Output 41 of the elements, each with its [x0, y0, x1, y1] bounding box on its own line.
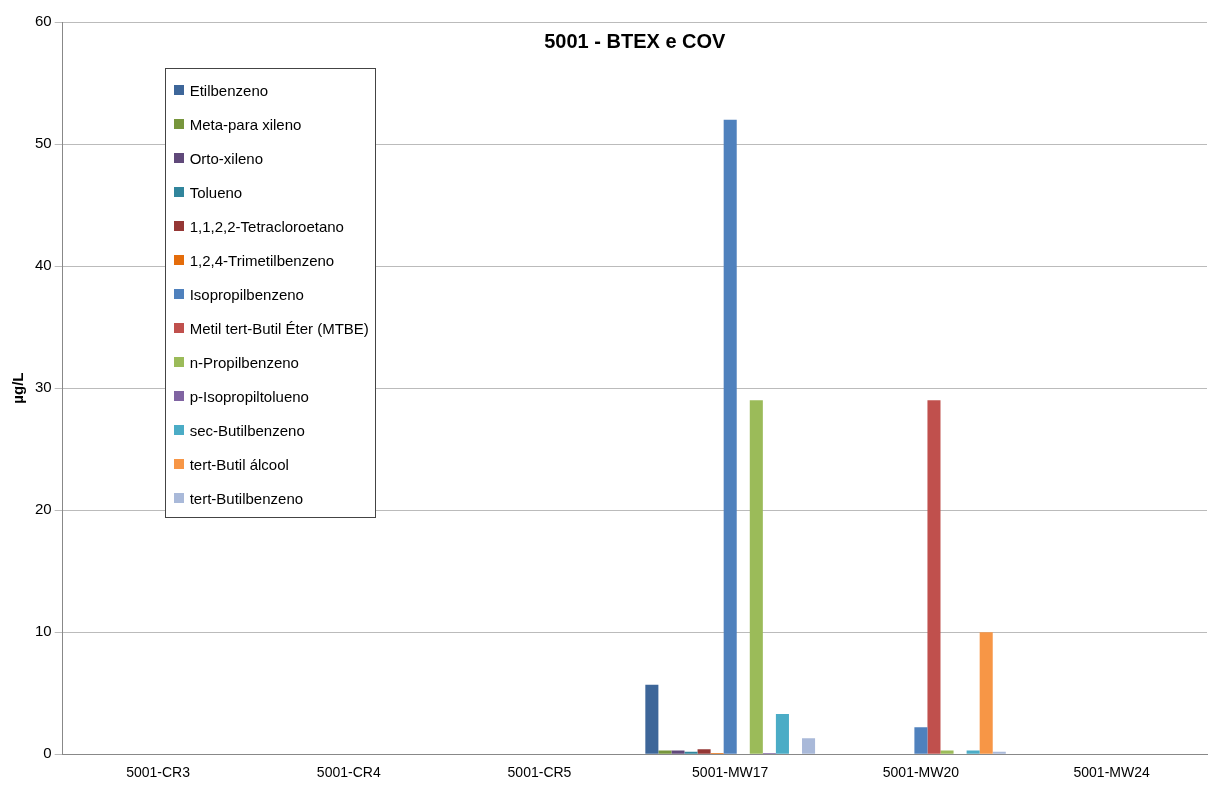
legend-label: Tolueno: [189, 183, 243, 201]
x-tick-label: 5001-CR3: [126, 764, 191, 781]
legend-label: Metil tert-Butil Éter (MTBE): [189, 319, 369, 337]
legend-label: Meta-para xileno: [189, 115, 302, 133]
legend-label: tert-Butilbenzeno: [189, 489, 304, 507]
chart-title: 5001 - BTEX e COV: [544, 29, 727, 52]
x-tick-label: 5001-MW17: [692, 764, 769, 781]
bar: [940, 750, 954, 754]
bar: [723, 119, 737, 754]
bar: [749, 400, 763, 754]
bar: [775, 713, 789, 754]
bar: [927, 400, 941, 754]
x-tick-label: 5001-MW20: [882, 764, 960, 781]
legend-label: Orto-xileno: [189, 149, 264, 167]
y-tick-label: 0: [43, 744, 52, 762]
x-tick-label: 5001-MW24: [1073, 764, 1150, 781]
bar: [914, 727, 928, 754]
legend-label: n-Propilbenzeno: [189, 353, 299, 371]
legend-label: sec-Butilbenzeno: [189, 421, 305, 439]
bar: [645, 684, 659, 754]
y-tick-label: 30: [35, 378, 52, 396]
y-tick-label: 10: [35, 622, 52, 640]
bar: [966, 750, 980, 754]
bar: [697, 749, 711, 754]
y-tick-label: 50: [35, 134, 52, 152]
y-tick-label: 60: [35, 12, 52, 30]
x-tick-label: 5001-CR4: [316, 764, 381, 781]
legend-label: tert-Butil álcool: [189, 455, 289, 473]
bar: [802, 738, 816, 754]
bar: [658, 750, 672, 754]
bar: [979, 632, 993, 754]
legend-label: Etilbenzeno: [189, 81, 269, 99]
legend-label: Isopropilbenzeno: [189, 285, 304, 303]
y-axis-title: µg/L: [9, 372, 27, 404]
legend-label: 1,1,2,2-Tetracloroetano: [189, 217, 344, 235]
y-tick-label: 40: [35, 256, 52, 274]
bar: [671, 750, 685, 754]
y-tick-label: 20: [35, 500, 52, 518]
legend-label: 1,2,4-Trimetilbenzeno: [189, 251, 335, 269]
x-tick-label: 5001-CR5: [507, 764, 572, 781]
legend-label: p-Isopropiltolueno: [189, 387, 309, 405]
